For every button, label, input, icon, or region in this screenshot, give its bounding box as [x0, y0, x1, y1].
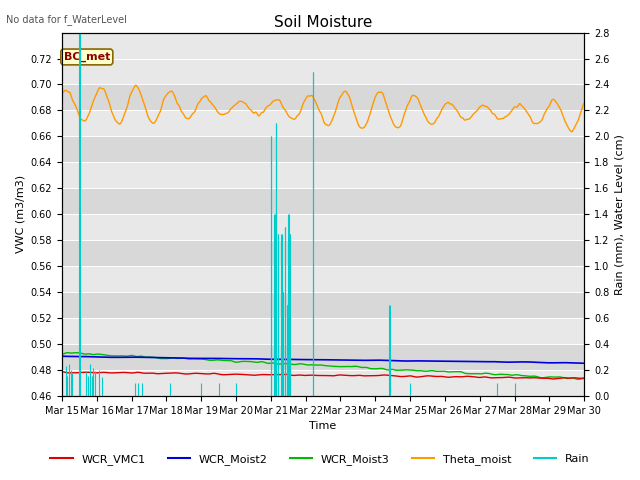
Bar [62, 162, 584, 188]
Text: No data for f_WaterLevel: No data for f_WaterLevel [6, 14, 127, 25]
Bar [62, 136, 584, 162]
Legend: WCR_VMC1, WCR_Moist2, WCR_Moist3, Theta_moist, Rain: WCR_VMC1, WCR_Moist2, WCR_Moist3, Theta_… [46, 450, 594, 469]
Bar [62, 188, 584, 215]
Y-axis label: Rain (mm), Water Level (cm): Rain (mm), Water Level (cm) [615, 134, 625, 295]
Bar [62, 59, 584, 84]
Text: BC_met: BC_met [63, 52, 110, 62]
Bar [62, 84, 584, 110]
Bar [62, 110, 584, 136]
X-axis label: Time: Time [309, 421, 337, 432]
Y-axis label: VWC (m3/m3): VWC (m3/m3) [15, 175, 25, 253]
Bar [62, 344, 584, 370]
Bar [62, 266, 584, 292]
Bar [62, 370, 584, 396]
Bar [62, 292, 584, 318]
Bar [62, 318, 584, 344]
Bar [62, 215, 584, 240]
Title: Soil Moisture: Soil Moisture [274, 15, 372, 30]
Bar [62, 240, 584, 266]
